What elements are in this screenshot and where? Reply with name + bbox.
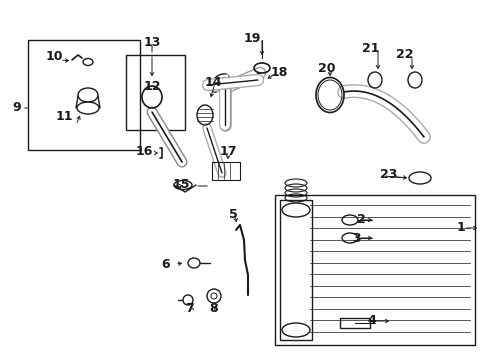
Bar	[274, 195, 474, 345]
Text: 21: 21	[362, 41, 379, 54]
Text: 8: 8	[209, 302, 218, 315]
Bar	[212, 162, 240, 180]
Text: 17: 17	[220, 145, 237, 158]
Text: 14: 14	[204, 76, 222, 89]
Text: 2: 2	[356, 213, 365, 226]
Text: 15: 15	[173, 179, 190, 192]
Text: 9: 9	[12, 102, 20, 114]
Text: 3: 3	[351, 231, 360, 244]
Bar	[28, 40, 140, 150]
Text: 11: 11	[55, 111, 73, 123]
Text: 13: 13	[143, 36, 161, 49]
Text: 6: 6	[161, 258, 170, 271]
Bar	[280, 200, 311, 340]
Text: 5: 5	[228, 208, 237, 221]
Bar	[126, 55, 184, 130]
Text: 18: 18	[270, 67, 288, 80]
Text: 20: 20	[317, 62, 335, 75]
Text: 12: 12	[143, 81, 161, 94]
Bar	[339, 318, 369, 328]
Text: 10: 10	[46, 50, 63, 63]
Text: 4: 4	[366, 314, 375, 327]
Text: 7: 7	[185, 302, 194, 315]
Text: 23: 23	[379, 168, 397, 181]
Text: 19: 19	[243, 31, 260, 45]
Text: 1: 1	[456, 221, 465, 234]
Text: 22: 22	[395, 49, 413, 62]
Text: 16: 16	[135, 145, 153, 158]
